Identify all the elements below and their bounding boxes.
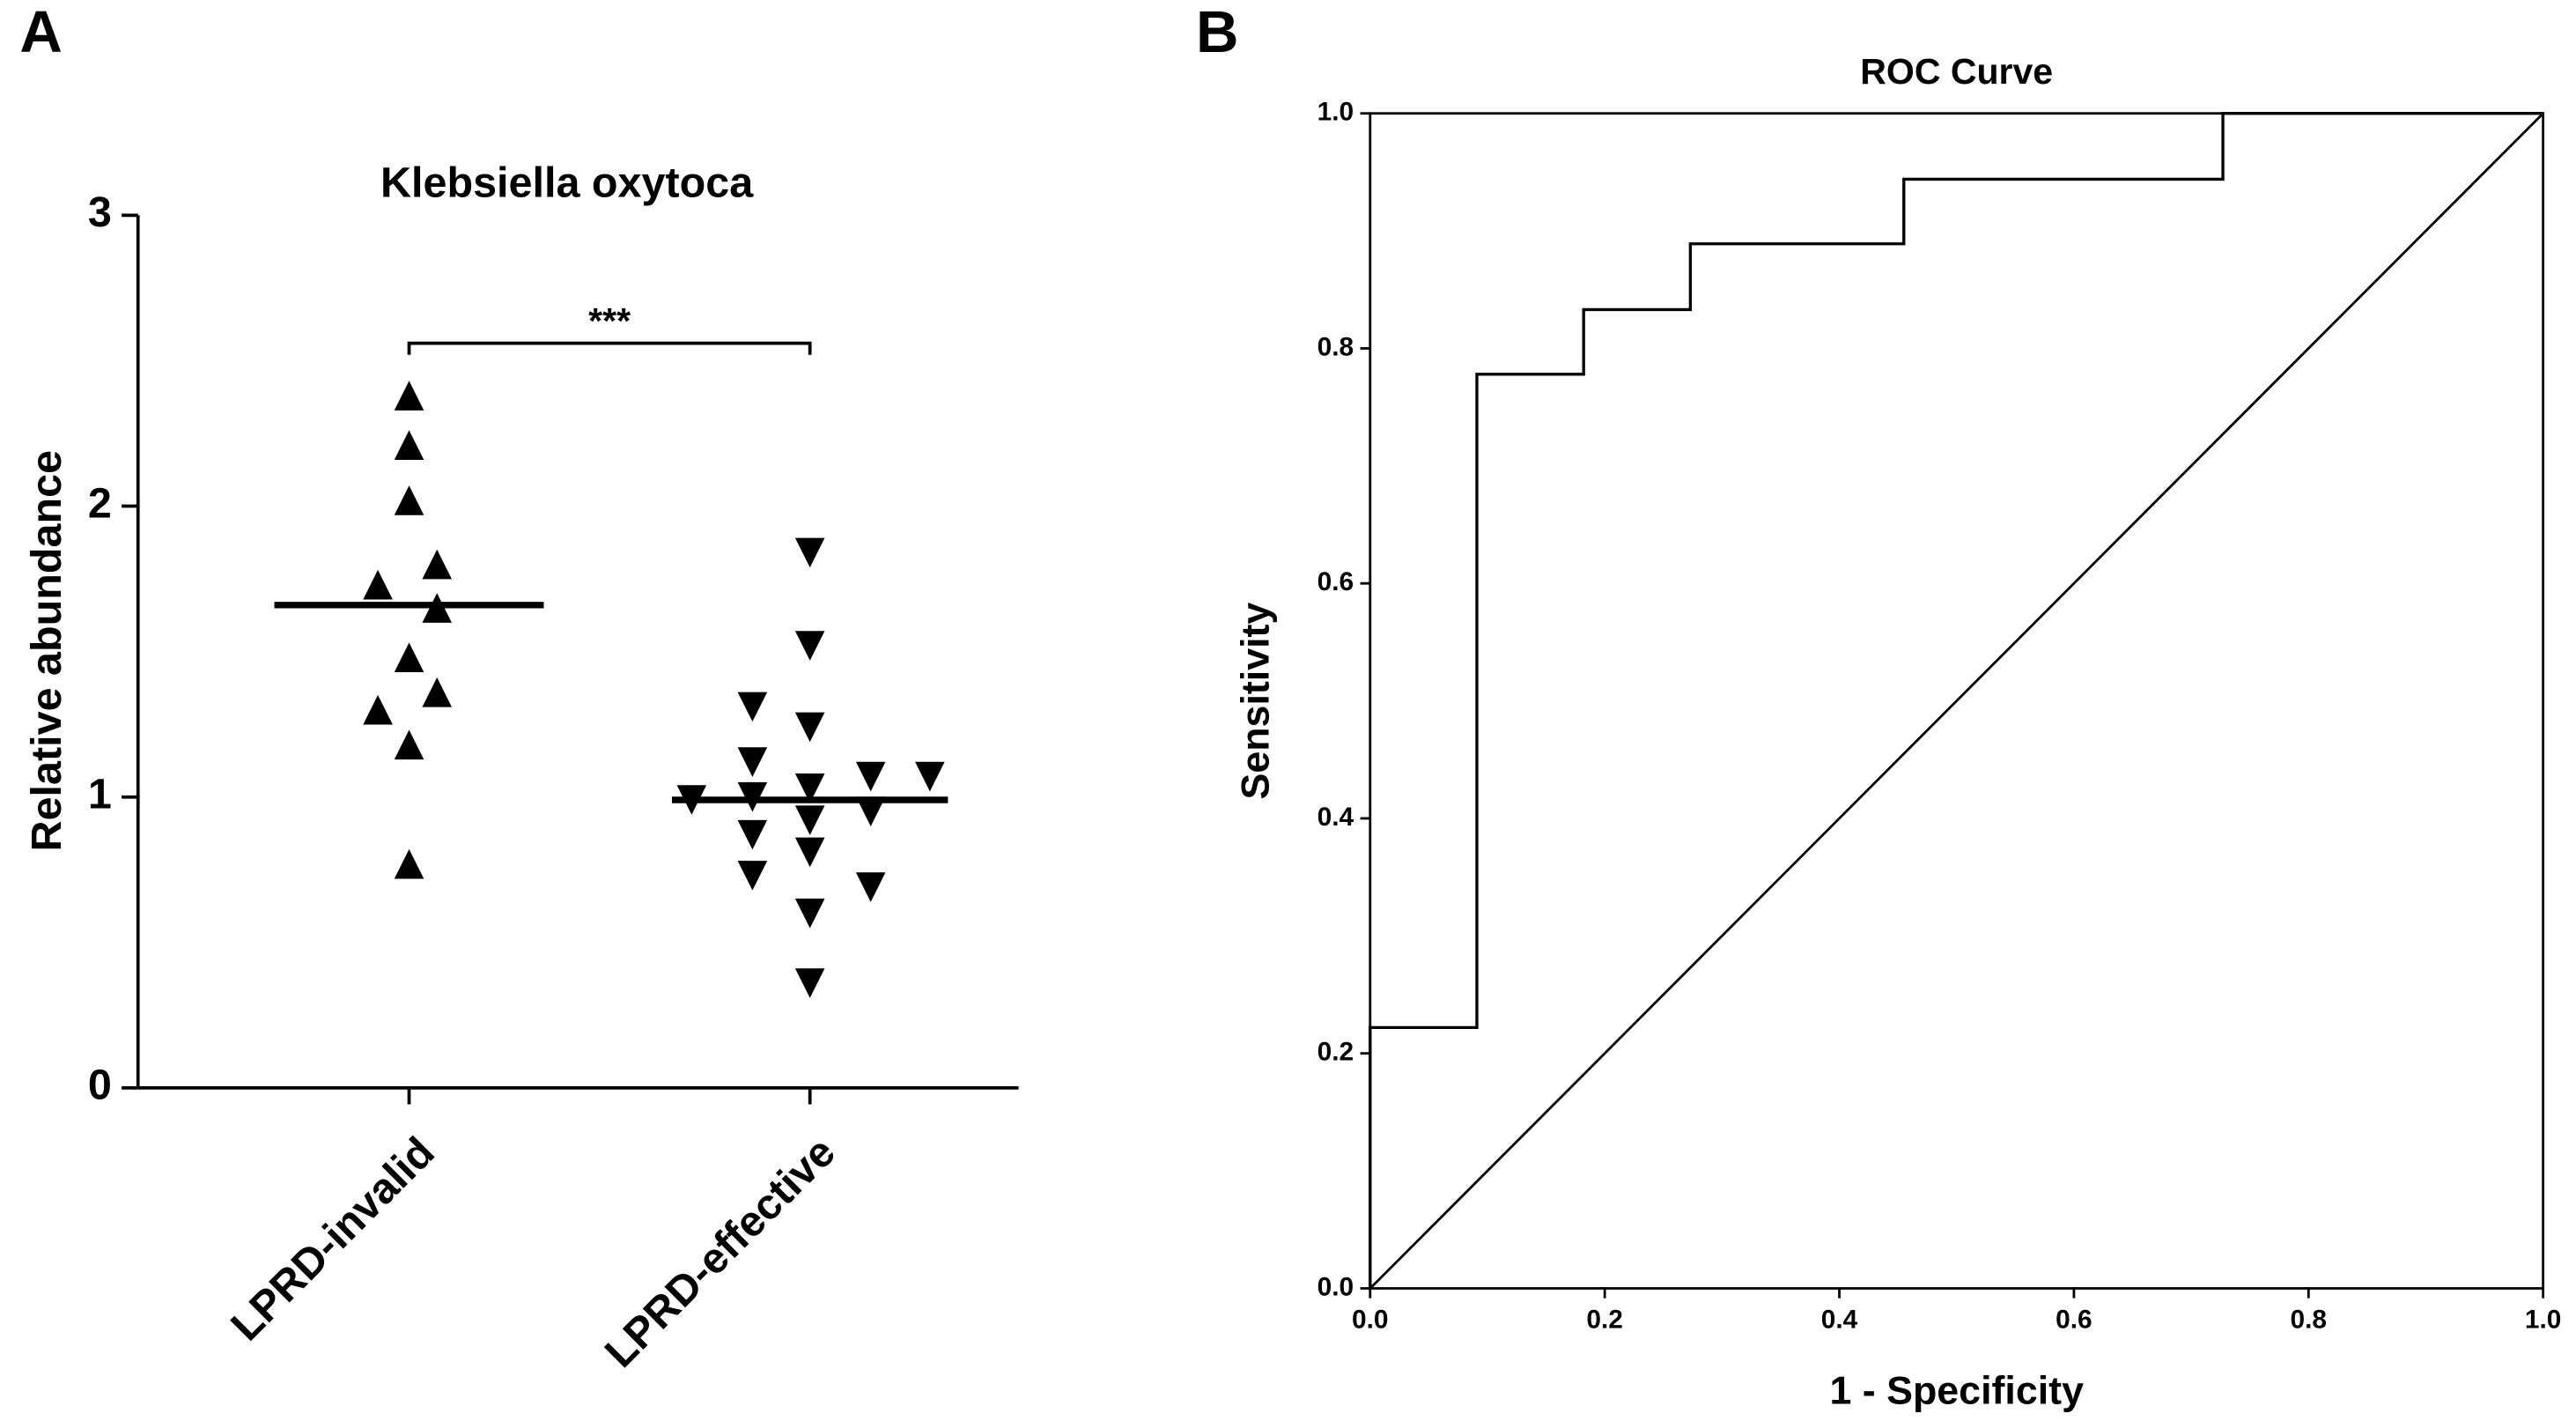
y-tick-label: 0 [88,1062,112,1109]
data-point [394,848,424,879]
y-tick-label: 0.0 [1318,1272,1354,1301]
data-point [737,861,768,891]
y-axis-label: Sensitivity [1234,603,1278,800]
data-point [794,805,825,835]
data-point [363,569,393,600]
data-point [794,537,825,568]
y-tick-label: 2 [88,479,112,527]
significance-label: *** [588,300,631,341]
data-point [855,796,886,827]
y-axis-label: Relative abundance [23,450,70,852]
data-point [794,837,825,868]
data-point [737,747,768,777]
data-point [394,642,424,673]
significance-bracket [407,341,812,355]
x-tick-label: LPRD-invalid [222,1129,444,1351]
chart-title: Klebsiella oxytoca [380,159,754,207]
y-tick-label: 0.4 [1318,803,1354,832]
x-tick-label: 1.0 [2525,1306,2561,1335]
data-point [422,677,453,707]
data-point [394,381,424,411]
data-point [794,773,825,803]
data-point [394,430,424,460]
data-point [794,968,825,998]
x-tick-label: 0.6 [2056,1306,2092,1335]
data-point [794,712,825,743]
data-point [855,761,886,792]
data-point [794,631,825,661]
data-point [915,761,945,792]
x-tick-label: LPRD-effective [596,1129,845,1377]
data-point [394,485,424,515]
data-point [794,898,825,929]
y-tick-label: 0.2 [1318,1038,1354,1067]
data-point [737,692,768,722]
y-tick-label: 1.0 [1318,98,1354,127]
data-point [394,729,424,760]
data-point [737,819,768,850]
x-tick-label: 0.8 [2291,1306,2327,1335]
data-point [855,872,886,902]
data-point [363,694,393,725]
panel-label: A [19,0,63,65]
y-tick-label: 1 [88,771,112,818]
x-axis-label: 1 - Specificity [1829,1369,2084,1413]
y-tick-label: 0.6 [1318,567,1354,596]
chart-title: ROC Curve [1860,51,2053,92]
x-tick-label: 0.2 [1586,1306,1622,1335]
y-tick-label: 0.8 [1318,332,1354,361]
x-tick-label: 0.4 [1821,1306,1858,1335]
roc-curve [1369,112,2543,1289]
plot-frame [1369,112,2545,1290]
data-point [422,549,453,580]
reference-line [1369,112,2544,1290]
x-tick-label: 0.0 [1352,1306,1388,1335]
panel-label: B [1196,0,1239,65]
y-tick-label: 3 [88,189,112,236]
